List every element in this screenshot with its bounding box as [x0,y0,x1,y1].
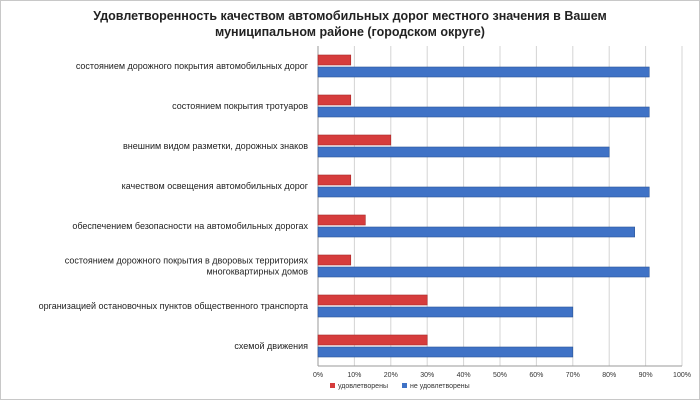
bar-satisfied [317,54,352,66]
bar-not-satisfied [317,66,650,78]
category-label: состоянием дорожного покрытия автомобиль… [76,61,309,71]
category-label: состоянием дорожного покрытия в дворовых… [65,256,309,266]
bar-satisfied [317,174,352,186]
bar-satisfied [317,254,352,266]
legend-swatch [330,383,335,388]
category-label: внешним видом разметки, дорожных знаков [123,141,308,151]
chart-title: Удовлетворенность качеством автомобильны… [93,9,607,39]
x-tick-label: 90% [639,372,653,379]
bar-not-satisfied [317,306,574,318]
legend: удовлетворены не удовлетворены [330,383,470,390]
category-labels: состоянием дорожного покрытия автомобиль… [39,61,309,351]
bar-satisfied [317,134,392,146]
legend-label: удовлетворены [338,383,388,390]
category-label: состоянием покрытия тротуаров [172,101,308,111]
grid-lines [317,46,683,367]
x-tick-labels: 0% 10% 20% 30% 40% 50% 60% 70% 80% 90% 100% [313,372,691,379]
bar-satisfied [317,334,428,346]
x-tick-label: 0% [313,372,323,379]
category-label: многоквартирных домов [206,267,308,277]
x-tick-label: 20% [384,372,398,379]
x-tick-label: 80% [602,372,616,379]
bar-not-satisfied [317,226,635,238]
x-tick-label: 10% [347,372,361,379]
category-label: организацией остановочных пунктов общест… [39,301,308,311]
bar-not-satisfied [317,186,650,198]
bars [317,54,650,358]
x-tick-label: 70% [566,372,580,379]
category-label: схемой движения [234,341,308,351]
category-label: качеством освещения автомобильных дорог [122,181,309,191]
legend-label: не удовлетворены [410,383,470,390]
bar-satisfied [317,294,428,306]
bar-not-satisfied [317,146,610,158]
bar-not-satisfied [317,106,650,118]
x-tick-label: 60% [529,372,543,379]
bar-not-satisfied [317,266,650,278]
legend-swatch [402,383,407,388]
x-tick-label: 30% [420,372,434,379]
bar-not-satisfied [317,346,574,358]
x-tick-label: 50% [493,372,507,379]
bar-satisfied [317,94,352,106]
category-label: обеспечением безопасности на автомобильн… [72,221,308,231]
x-tick-label: 40% [457,372,471,379]
x-tick-label: 100% [673,372,691,379]
bar-satisfied [317,214,366,226]
